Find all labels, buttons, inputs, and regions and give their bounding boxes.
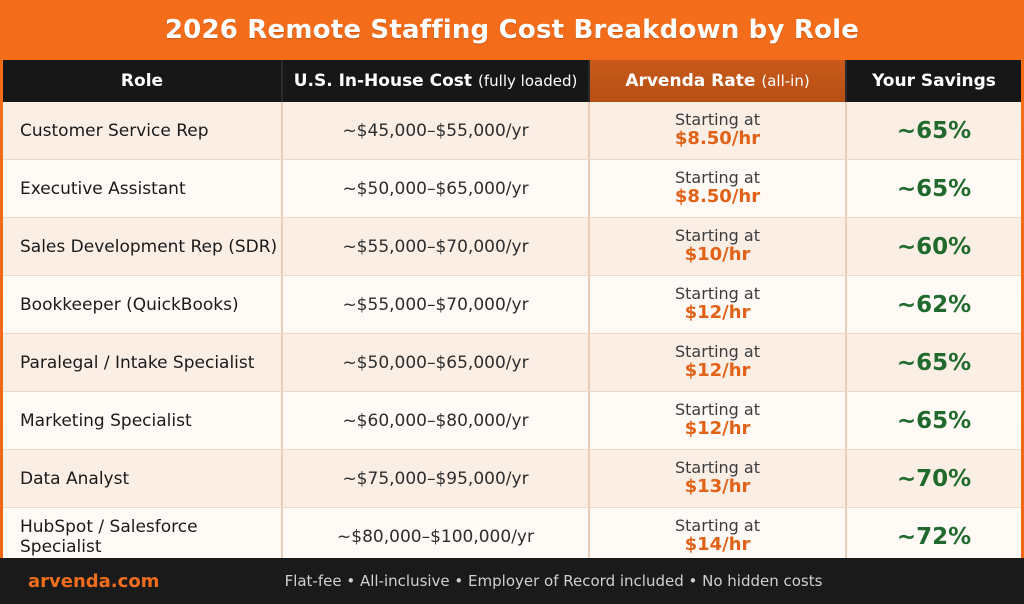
table-row: Marketing Specialist ~$60,000–$80,000/yr…: [3, 392, 1021, 450]
rate-value: $14/hr: [684, 534, 751, 556]
role-cell: Bookkeeper (QuickBooks): [3, 276, 283, 333]
brand-link[interactable]: arvenda.com: [28, 570, 160, 592]
role-cell: Customer Service Rep: [3, 102, 283, 159]
rate-label: Starting at: [675, 225, 760, 245]
savings-cell: ~62%: [896, 291, 972, 318]
rate-cell: Starting at $8.50/hr: [590, 160, 847, 217]
footer-bar: arvenda.com Flat-fee • All-inclusive • E…: [0, 558, 1024, 604]
rate-cell: Starting at $10/hr: [590, 218, 847, 275]
rate-label: Starting at: [675, 515, 760, 535]
header-savings: Your Savings: [847, 60, 1021, 102]
header-role: Role: [3, 60, 283, 102]
us-cost-cell: ~$75,000–$95,000/yr: [283, 450, 590, 507]
header-savings-label: Your Savings: [872, 71, 996, 91]
table-row: HubSpot / Salesforce Specialist ~$80,000…: [3, 508, 1021, 566]
role-cell: Executive Assistant: [3, 160, 283, 217]
role-cell: HubSpot / Salesforce Specialist: [3, 508, 283, 565]
header-us-cost-label: U.S. In-House Cost: [293, 71, 473, 91]
rate-value: $12/hr: [684, 418, 751, 440]
table-row: Bookkeeper (QuickBooks) ~$55,000–$70,000…: [3, 276, 1021, 334]
us-cost-cell: ~$60,000–$80,000/yr: [283, 392, 590, 449]
rate-value: $8.50/hr: [674, 186, 761, 208]
rate-cell: Starting at $14/hr: [590, 508, 847, 565]
rate-value: $12/hr: [684, 360, 751, 382]
savings-cell: ~65%: [896, 407, 972, 434]
role-cell: Paralegal / Intake Specialist: [3, 334, 283, 391]
rate-cell: Starting at $12/hr: [590, 276, 847, 333]
savings-cell: ~60%: [896, 233, 972, 260]
table-row: Paralegal / Intake Specialist ~$50,000–$…: [3, 334, 1021, 392]
header-arvenda-rate-note: (all-in): [761, 72, 810, 90]
savings-cell: ~72%: [896, 523, 972, 550]
rate-value: $10/hr: [684, 244, 751, 266]
us-cost-cell: ~$45,000–$55,000/yr: [283, 102, 590, 159]
rate-value: $8.50/hr: [674, 128, 761, 150]
rate-cell: Starting at $12/hr: [590, 334, 847, 391]
rate-value: $13/hr: [684, 476, 751, 498]
table-row: Customer Service Rep ~$45,000–$55,000/yr…: [3, 102, 1021, 160]
us-cost-cell: ~$50,000–$65,000/yr: [283, 160, 590, 217]
us-cost-cell: ~$55,000–$70,000/yr: [283, 276, 590, 333]
table-row: Executive Assistant ~$50,000–$65,000/yr …: [3, 160, 1021, 218]
rate-value: $12/hr: [684, 302, 751, 324]
rate-cell: Starting at $8.50/hr: [590, 102, 847, 159]
header-us-cost: U.S. In-House Cost (fully loaded): [283, 60, 590, 102]
rate-label: Starting at: [675, 167, 760, 187]
header-role-label: Role: [120, 71, 164, 91]
savings-cell: ~65%: [896, 349, 972, 376]
rate-cell: Starting at $13/hr: [590, 450, 847, 507]
rate-label: Starting at: [675, 399, 760, 419]
rate-cell: Starting at $12/hr: [590, 392, 847, 449]
header-us-cost-note: (fully loaded): [478, 72, 578, 90]
header-arvenda-rate-label: Arvenda Rate: [625, 71, 756, 91]
cost-table: Role U.S. In-House Cost (fully loaded) A…: [3, 60, 1021, 566]
role-cell: Sales Development Rep (SDR): [3, 218, 283, 275]
table-header: Role U.S. In-House Cost (fully loaded) A…: [3, 60, 1021, 102]
header-arvenda-rate: Arvenda Rate (all-in): [590, 60, 847, 102]
savings-cell: ~70%: [896, 465, 972, 492]
us-cost-cell: ~$55,000–$70,000/yr: [283, 218, 590, 275]
rate-label: Starting at: [675, 109, 760, 129]
rate-label: Starting at: [675, 341, 760, 361]
rate-label: Starting at: [675, 283, 760, 303]
savings-cell: ~65%: [896, 175, 972, 202]
us-cost-cell: ~$80,000–$100,000/yr: [283, 508, 590, 565]
table-row: Data Analyst ~$75,000–$95,000/yr Startin…: [3, 450, 1021, 508]
role-cell: Data Analyst: [3, 450, 283, 507]
savings-cell: ~65%: [896, 117, 972, 144]
rate-label: Starting at: [675, 457, 760, 477]
table-row: Sales Development Rep (SDR) ~$55,000–$70…: [3, 218, 1021, 276]
role-cell: Marketing Specialist: [3, 392, 283, 449]
footer-note: Flat-fee • All-inclusive • Employer of R…: [284, 572, 823, 590]
page-title: 2026 Remote Staffing Cost Breakdown by R…: [164, 15, 860, 45]
us-cost-cell: ~$50,000–$65,000/yr: [283, 334, 590, 391]
